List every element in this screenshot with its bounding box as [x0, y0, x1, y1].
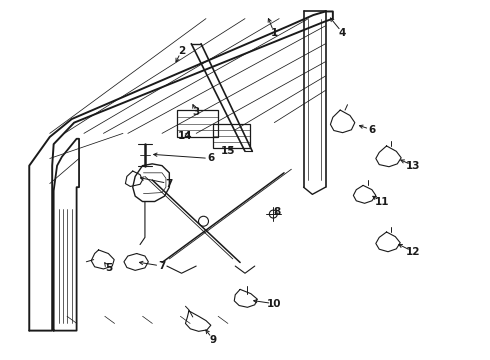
Text: 5: 5	[105, 263, 112, 273]
Text: 7: 7	[158, 261, 166, 271]
Text: 11: 11	[374, 197, 389, 207]
Text: 8: 8	[273, 207, 280, 217]
Text: 14: 14	[178, 131, 193, 141]
Text: 6: 6	[207, 153, 215, 163]
Text: 3: 3	[193, 107, 200, 117]
Text: 7: 7	[166, 179, 173, 189]
Text: 2: 2	[178, 46, 185, 56]
Bar	[177, 110, 218, 137]
Text: 15: 15	[220, 145, 235, 156]
Text: 6: 6	[368, 125, 375, 135]
Text: 4: 4	[339, 28, 346, 38]
Text: 13: 13	[406, 161, 420, 171]
Text: 9: 9	[210, 334, 217, 345]
Text: 10: 10	[267, 299, 282, 309]
Text: 12: 12	[406, 247, 420, 257]
Text: 1: 1	[270, 28, 278, 38]
Bar	[213, 125, 250, 148]
